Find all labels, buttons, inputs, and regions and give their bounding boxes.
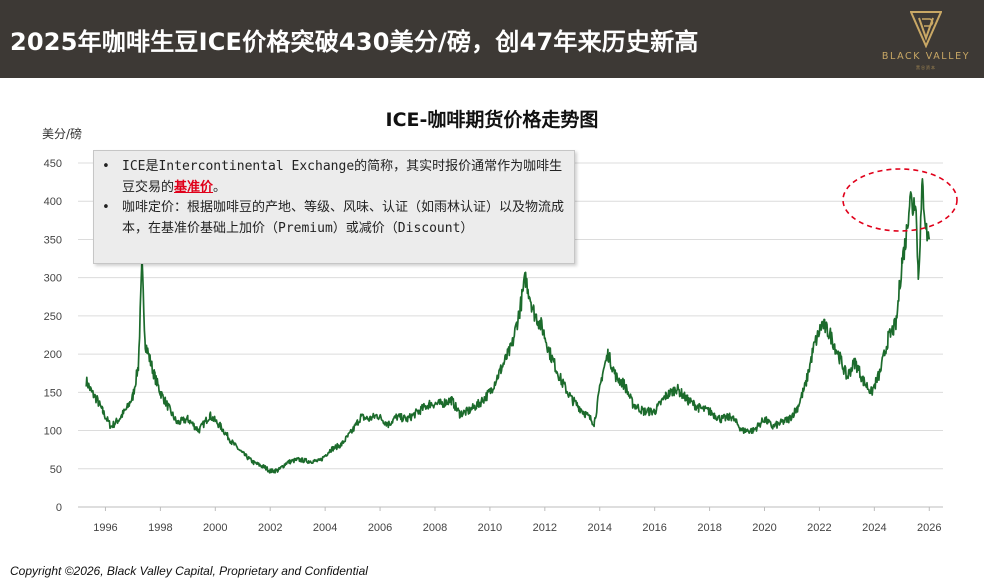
- x-tick-label: 1996: [93, 522, 117, 534]
- y-tick-labels: 0 50 100 150 200 250 300 350 400 450: [44, 158, 62, 514]
- page-title: 2025年咖啡生豆ICE价格突破430美分/磅，创47年来历史新高: [10, 28, 699, 56]
- logo-text: BLACK VALLEY: [881, 51, 971, 62]
- x-tick-label: 2016: [642, 522, 666, 534]
- info-item-pricing: • 咖啡定价：根据咖啡豆的产地、等级、风味、认证（如雨林认证）以及物流成本，在基…: [100, 198, 568, 239]
- y-tick-label: 200: [44, 349, 62, 361]
- x-tick-label: 2000: [203, 522, 227, 534]
- y-tick-label: 100: [44, 426, 62, 438]
- x-tick-labels: 1996 1998 2000 2002 2004 2006 2008 2010 2012 2014…: [93, 507, 942, 534]
- y-tick-label: 300: [44, 273, 62, 285]
- x-tick-label: 2026: [917, 522, 941, 534]
- x-tick-label: 2024: [862, 522, 886, 534]
- x-tick-label: 2006: [368, 522, 392, 534]
- bullet-icon: •: [102, 159, 110, 174]
- x-tick-label: 2020: [752, 522, 776, 534]
- y-axis-unit-label: 美分/磅: [42, 127, 83, 141]
- x-tick-label: 2014: [588, 522, 612, 534]
- x-tick-label: 2010: [478, 522, 502, 534]
- copyright-footer: Copyright ©2026, Black Valley Capital, P…: [10, 564, 368, 578]
- x-tick-label: 2012: [533, 522, 557, 534]
- x-tick-label: 1998: [148, 522, 172, 534]
- price-series-line: [85, 177, 931, 474]
- y-tick-label: 50: [50, 464, 62, 476]
- info-item-benchmark: • ICE是Intercontinental Exchange的简称，其实时报价…: [100, 157, 568, 198]
- x-tick-label: 2022: [807, 522, 831, 534]
- info-box: • ICE是Intercontinental Exchange的简称，其实时报价…: [93, 150, 575, 264]
- x-tick-label: 2004: [313, 522, 337, 534]
- y-tick-label: 0: [56, 502, 62, 514]
- header-bar: 2025年咖啡生豆ICE价格突破430美分/磅，创47年来历史新高 BLACK …: [0, 0, 984, 78]
- info-list: • ICE是Intercontinental Exchange的简称，其实时报价…: [100, 157, 568, 239]
- info-line1-prefix: ICE是Intercontinental Exchange的简称，其实时报价通常…: [122, 159, 563, 195]
- peak-highlight-ellipse: [842, 168, 958, 232]
- chart-title: ICE-咖啡期货价格走势图: [385, 109, 599, 131]
- x-tick-label: 2002: [258, 522, 282, 534]
- logo-subtext: 黑谷资本: [916, 65, 936, 70]
- benchmark-highlight: 基准价: [174, 179, 214, 195]
- y-tick-label: 450: [44, 158, 62, 170]
- y-tick-label: 250: [44, 311, 62, 323]
- black-valley-logo-icon: [910, 11, 942, 48]
- x-tick-label: 2018: [697, 522, 721, 534]
- y-tick-label: 400: [44, 196, 62, 208]
- y-tick-label: 350: [44, 234, 62, 246]
- series-layer: [85, 177, 931, 474]
- info-line1-suffix: 。: [213, 179, 227, 195]
- y-tick-label: 150: [44, 387, 62, 399]
- x-tick-label: 2008: [423, 522, 447, 534]
- company-logo: BLACK VALLEY 黑谷资本: [872, 8, 980, 70]
- info-line2: 咖啡定价：根据咖啡豆的产地、等级、风味、认证（如雨林认证）以及物流成本，在基准价…: [122, 200, 565, 236]
- bullet-icon: •: [102, 200, 110, 215]
